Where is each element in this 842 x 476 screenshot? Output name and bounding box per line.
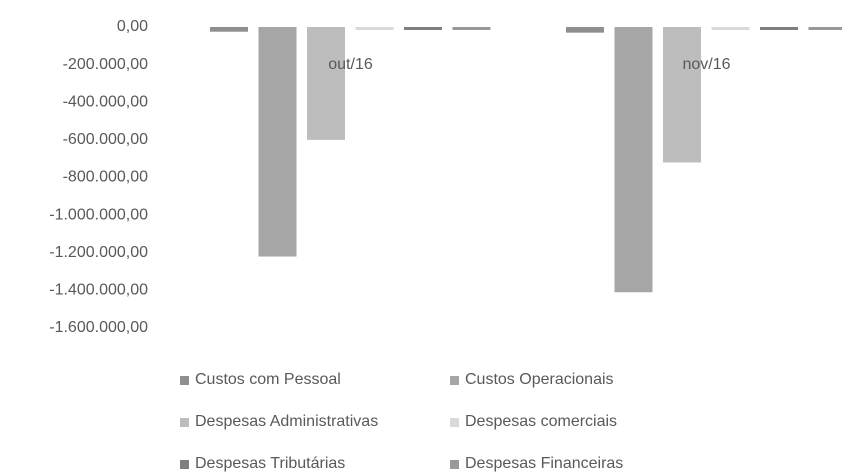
bar bbox=[760, 27, 798, 30]
x-tick-label: out/16 bbox=[328, 56, 373, 73]
bar bbox=[307, 27, 345, 140]
bar bbox=[404, 27, 442, 30]
bar bbox=[663, 27, 701, 163]
bar bbox=[614, 27, 653, 293]
bar bbox=[258, 27, 297, 257]
legend-label: Despesas comerciais bbox=[465, 413, 617, 430]
y-tick-label: 0,00 bbox=[117, 18, 148, 35]
bar bbox=[452, 27, 491, 30]
y-tick-label: -400.000,00 bbox=[63, 93, 149, 110]
y-tick-label: -600.000,00 bbox=[63, 131, 149, 148]
bar bbox=[808, 27, 842, 30]
x-tick-label: nov/16 bbox=[682, 56, 730, 73]
legend-swatch bbox=[180, 376, 189, 385]
legend-label: Despesas Administrativas bbox=[195, 413, 378, 430]
y-tick-label: -1.200.000,00 bbox=[49, 244, 148, 261]
y-tick-label: -1.000.000,00 bbox=[49, 206, 148, 223]
y-tick-label: -800.000,00 bbox=[63, 169, 149, 186]
legend-swatch bbox=[450, 418, 459, 427]
legend-label: Custos com Pessoal bbox=[195, 371, 341, 388]
legend-swatch bbox=[180, 418, 189, 427]
legend-label: Despesas Tributárias bbox=[195, 455, 345, 472]
legend-swatch bbox=[450, 460, 459, 469]
legend-label: Custos Operacionais bbox=[465, 371, 614, 388]
y-tick-label: -200.000,00 bbox=[63, 56, 149, 73]
bar bbox=[355, 27, 394, 30]
bar bbox=[711, 27, 750, 30]
y-tick-label: -1.600.000,00 bbox=[49, 319, 148, 336]
bar bbox=[210, 27, 248, 32]
legend-swatch bbox=[180, 460, 189, 469]
y-tick-label: -1.400.000,00 bbox=[49, 282, 148, 299]
bar bbox=[566, 27, 604, 33]
legend-label: Despesas Financeiras bbox=[465, 455, 623, 472]
legend-swatch bbox=[450, 376, 459, 385]
